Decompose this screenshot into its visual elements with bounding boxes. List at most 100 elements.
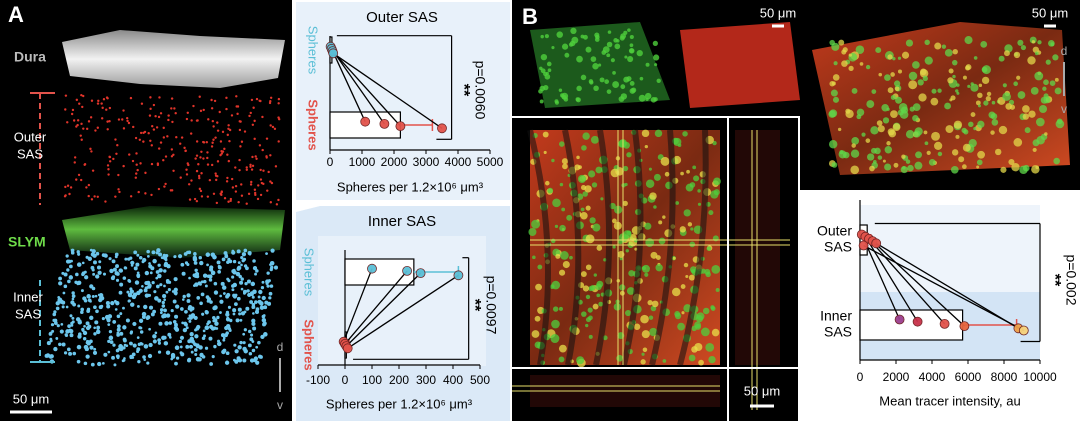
- dot: [198, 255, 203, 260]
- dot: [243, 328, 247, 332]
- dot: [202, 108, 205, 112]
- dot: [164, 258, 168, 262]
- dot: [249, 337, 254, 342]
- dot: [129, 256, 133, 260]
- dot: [645, 62, 650, 67]
- dot: [861, 132, 866, 137]
- dot: [604, 79, 610, 84]
- dot: [1002, 92, 1011, 101]
- dot: [237, 307, 242, 312]
- dot: [962, 143, 971, 152]
- dot: [63, 284, 68, 289]
- dot: [222, 336, 226, 340]
- dot: [186, 162, 189, 165]
- dot: [164, 155, 168, 158]
- dot: [585, 264, 592, 271]
- dot: [162, 313, 167, 318]
- dot: [149, 107, 152, 111]
- dot: [991, 100, 996, 105]
- dot: [55, 301, 60, 306]
- dot: [150, 193, 153, 197]
- dot: [235, 95, 238, 98]
- dot: [893, 162, 899, 168]
- pair-line: [343, 268, 373, 342]
- dot: [163, 341, 169, 346]
- category-label: Spheres: [302, 248, 317, 297]
- dot: [76, 250, 80, 254]
- category-label: SAS: [824, 324, 852, 340]
- dot: [106, 318, 111, 323]
- dot: [870, 126, 879, 135]
- category-label: Outer: [817, 223, 852, 239]
- dot: [141, 311, 147, 317]
- dot: [204, 284, 208, 288]
- dot: [206, 297, 212, 302]
- dot: [210, 98, 213, 102]
- dot: [230, 114, 234, 117]
- dot: [93, 305, 97, 310]
- dot: [628, 270, 635, 277]
- dot: [224, 360, 230, 365]
- dot: [687, 222, 693, 227]
- dot: [50, 323, 55, 327]
- dot: [920, 68, 927, 76]
- dot: [226, 292, 231, 298]
- dot: [58, 276, 63, 281]
- dot: [181, 271, 186, 276]
- dot: [83, 361, 88, 366]
- dot: [164, 182, 167, 186]
- dot: [58, 342, 62, 347]
- dot: [53, 318, 58, 323]
- dot: [267, 279, 271, 283]
- dot: [121, 359, 125, 363]
- dot: [94, 129, 97, 132]
- dot: [842, 47, 848, 53]
- dot: [584, 185, 592, 193]
- dot: [116, 331, 120, 335]
- dot: [683, 262, 689, 268]
- dot: [662, 359, 667, 363]
- dot: [559, 269, 566, 276]
- dot: [905, 130, 915, 139]
- dot: [1030, 86, 1039, 95]
- dot: [75, 98, 79, 102]
- dot: [894, 86, 900, 92]
- dot: [77, 173, 81, 177]
- dot: [95, 251, 100, 256]
- dot: [259, 301, 264, 306]
- dot: [136, 271, 140, 275]
- dot: [76, 359, 81, 364]
- dot: [134, 176, 138, 179]
- dot: [174, 361, 178, 366]
- dot: [907, 164, 914, 172]
- dot: [100, 102, 103, 105]
- dot: [238, 158, 241, 162]
- dot: [90, 150, 93, 153]
- dot: [266, 271, 270, 275]
- dot: [151, 281, 155, 285]
- dot: [1034, 51, 1039, 56]
- dot: [897, 56, 902, 60]
- dot: [200, 172, 203, 175]
- dot: [249, 163, 252, 167]
- dot: [109, 340, 114, 345]
- dot: [167, 288, 171, 292]
- dot: [254, 155, 257, 158]
- dot: [970, 83, 979, 92]
- dot: [848, 53, 852, 57]
- dot: [201, 336, 206, 341]
- layer-label: Dura: [14, 49, 46, 65]
- dot: [685, 183, 694, 192]
- dot: [231, 186, 235, 189]
- dot: [998, 55, 1005, 62]
- dot: [63, 351, 68, 355]
- dot: [91, 169, 95, 172]
- dot: [265, 282, 269, 286]
- category-label: Inner: [820, 308, 852, 324]
- dot: [550, 334, 560, 344]
- dot: [163, 298, 166, 302]
- dot: [547, 187, 554, 194]
- dot: [1043, 93, 1049, 99]
- dot: [141, 284, 144, 288]
- dot: [664, 171, 670, 177]
